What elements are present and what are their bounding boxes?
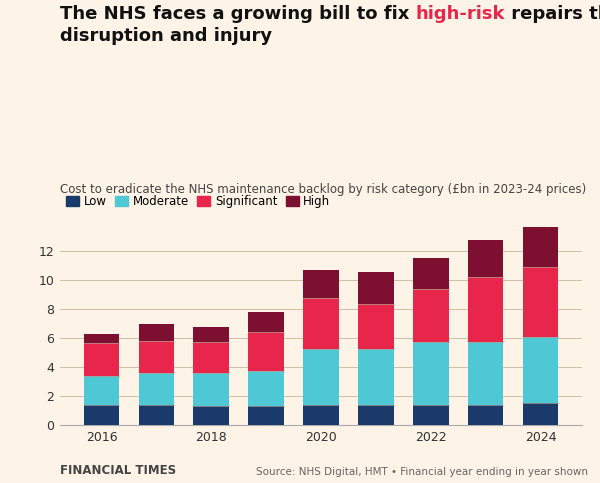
- Bar: [84, 343, 119, 377]
- Bar: [139, 341, 174, 373]
- Bar: [413, 405, 449, 425]
- Bar: [358, 304, 394, 349]
- Bar: [84, 405, 119, 425]
- Bar: [358, 272, 394, 304]
- Legend: Low, Moderate, Significant, High: Low, Moderate, Significant, High: [66, 195, 331, 208]
- Text: Cost to eradicate the NHS maintenance backlog by risk category (£bn in 2023-24 p: Cost to eradicate the NHS maintenance ba…: [60, 183, 586, 196]
- Bar: [139, 324, 174, 341]
- Bar: [303, 349, 339, 405]
- Bar: [468, 405, 503, 425]
- Text: disruption and injury: disruption and injury: [60, 27, 272, 44]
- Bar: [413, 258, 449, 289]
- Bar: [413, 342, 449, 405]
- Text: high-risk: high-risk: [416, 5, 505, 23]
- Bar: [248, 332, 284, 371]
- Bar: [248, 312, 284, 331]
- Bar: [413, 289, 449, 342]
- Bar: [193, 373, 229, 406]
- Bar: [523, 227, 558, 267]
- Bar: [84, 334, 119, 343]
- Bar: [468, 240, 503, 277]
- Text: FINANCIAL TIMES: FINANCIAL TIMES: [60, 464, 176, 477]
- Text: The NHS faces a growing bill to fix: The NHS faces a growing bill to fix: [60, 5, 416, 23]
- Bar: [358, 405, 394, 425]
- Bar: [523, 337, 558, 403]
- Bar: [468, 342, 503, 405]
- Bar: [523, 403, 558, 425]
- Bar: [84, 377, 119, 405]
- Bar: [139, 373, 174, 405]
- Bar: [193, 406, 229, 425]
- Bar: [468, 277, 503, 342]
- Bar: [139, 405, 174, 425]
- Text: Source: NHS Digital, HMT • Financial year ending in year shown: Source: NHS Digital, HMT • Financial yea…: [256, 467, 588, 477]
- Bar: [248, 371, 284, 406]
- Bar: [248, 406, 284, 425]
- Bar: [193, 327, 229, 342]
- Bar: [303, 270, 339, 298]
- Bar: [523, 267, 558, 337]
- Bar: [303, 405, 339, 425]
- Bar: [303, 298, 339, 349]
- Bar: [193, 342, 229, 373]
- Text: repairs that could cause major: repairs that could cause major: [505, 5, 600, 23]
- Bar: [358, 349, 394, 405]
